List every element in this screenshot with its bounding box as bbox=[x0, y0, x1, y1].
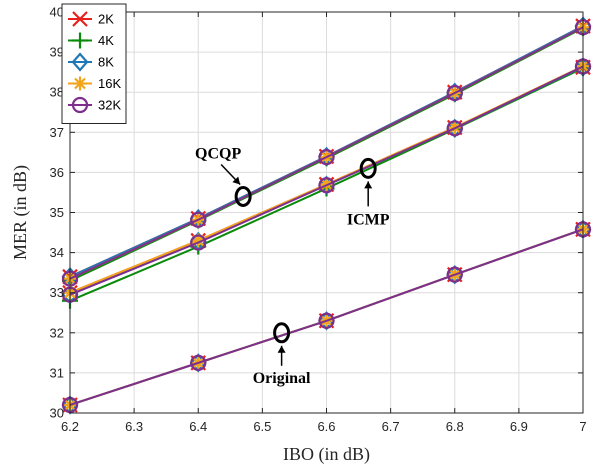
data-point bbox=[446, 84, 463, 102]
data-point bbox=[318, 177, 335, 194]
annotation-arrowhead bbox=[364, 181, 373, 189]
legend-marker bbox=[72, 11, 88, 27]
legend-marker bbox=[73, 76, 87, 91]
legend-item-2k: 2K bbox=[68, 11, 114, 27]
x-tick-label: 6.4 bbox=[189, 419, 207, 434]
x-tick-label: 7 bbox=[579, 419, 586, 434]
y-tick-label: 40 bbox=[50, 5, 64, 20]
legend-item-8k: 8K bbox=[68, 52, 114, 72]
series-line bbox=[69, 26, 584, 280]
legend-label: 2K bbox=[98, 12, 114, 27]
y-tick-label: 33 bbox=[50, 285, 64, 300]
y-tick-label: 34 bbox=[50, 245, 64, 260]
x-tick-label: 6.2 bbox=[61, 419, 79, 434]
plot-frame bbox=[69, 11, 584, 414]
annotation-label: Original bbox=[253, 370, 311, 387]
x-tick-label: 6.5 bbox=[253, 419, 271, 434]
legend-label: 16K bbox=[98, 76, 121, 91]
annotation-label: ICMP bbox=[347, 211, 390, 228]
annotation-ellipse bbox=[273, 322, 291, 344]
legend: 2K 4K 8K 16K 32K bbox=[61, 3, 127, 124]
series-line bbox=[69, 65, 584, 296]
annotation-ellipse bbox=[359, 157, 377, 179]
y-tick-label: 39 bbox=[50, 45, 64, 60]
legend-marker bbox=[71, 52, 89, 72]
y-tick-label: 38 bbox=[50, 85, 64, 100]
x-axis-label: IBO (in dB) bbox=[283, 444, 370, 465]
data-point bbox=[446, 120, 463, 137]
data-point bbox=[446, 266, 463, 283]
axes: 6.2 6.3 6.4 6.5 6.6 6.7 6.8 6.9 7 30 31 32 33 34 35 36 3… bbox=[50, 5, 587, 435]
x-tick-label: 6.3 bbox=[125, 419, 143, 434]
annotation-icmp: ICMP bbox=[347, 157, 390, 228]
annotation-ellipse bbox=[234, 185, 252, 207]
x-tick-label: 6.6 bbox=[317, 419, 335, 434]
annotation-label: QCQP bbox=[195, 145, 241, 162]
x-tick-label: 6.9 bbox=[510, 419, 528, 434]
legend-marker bbox=[71, 96, 89, 114]
legend-marker bbox=[72, 32, 88, 49]
annotations: QCQP ICMP Original bbox=[195, 145, 390, 386]
y-axis-label: MER (in dB) bbox=[10, 165, 31, 260]
annotation-qcqp: QCQP bbox=[195, 145, 252, 207]
data-point bbox=[190, 234, 207, 251]
y-tick-label: 30 bbox=[50, 406, 64, 421]
y-tick-label: 35 bbox=[50, 205, 64, 220]
legend-item-32k: 32K bbox=[68, 96, 121, 114]
legend-item-4k: 4K bbox=[68, 32, 114, 49]
grid bbox=[69, 11, 584, 414]
legend-label: 8K bbox=[98, 55, 114, 70]
legend-item-16k: 16K bbox=[68, 76, 121, 91]
annotation-arrowhead bbox=[277, 345, 286, 353]
annotation-arrowhead bbox=[232, 176, 241, 185]
y-tick-label: 37 bbox=[50, 125, 64, 140]
x-tick-label: 6.7 bbox=[382, 419, 400, 434]
data-point bbox=[190, 354, 207, 371]
legend-label: 4K bbox=[98, 33, 114, 48]
y-tick-label: 31 bbox=[50, 365, 64, 380]
annotation-original: Original bbox=[253, 322, 311, 387]
data-point bbox=[318, 149, 335, 166]
y-tick-label: 32 bbox=[50, 325, 64, 340]
legend-label: 32K bbox=[98, 98, 121, 113]
data-point bbox=[318, 312, 335, 329]
x-tick-label: 6.8 bbox=[446, 419, 464, 434]
y-tick-label: 36 bbox=[50, 165, 64, 180]
series-line bbox=[69, 228, 584, 406]
data-point bbox=[190, 211, 207, 228]
